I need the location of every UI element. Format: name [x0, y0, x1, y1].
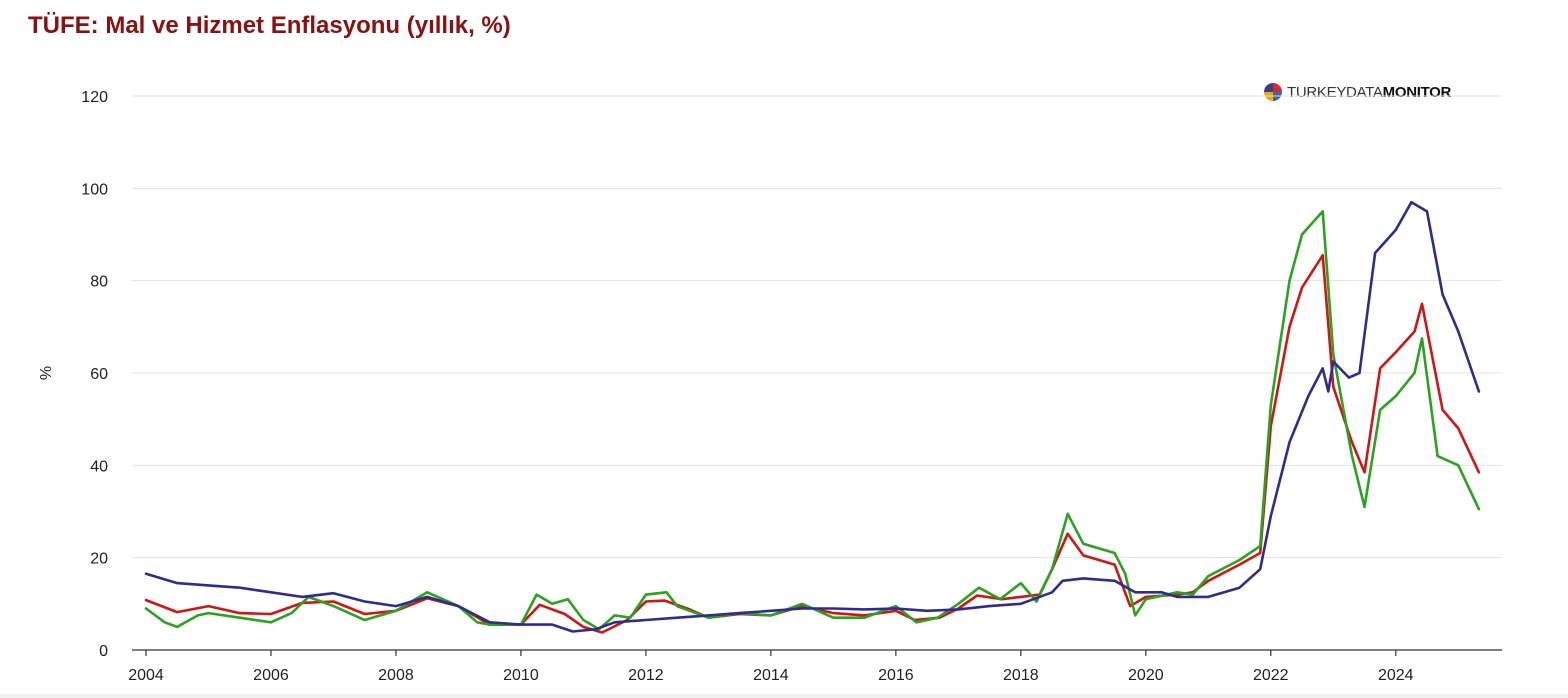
x-tick-label: 2008: [378, 667, 414, 684]
y-tick-label: 0: [99, 643, 108, 660]
y-tick-label: 80: [90, 274, 108, 291]
x-tick-label: 2018: [1003, 667, 1039, 684]
x-tick-label: 2012: [628, 667, 664, 684]
y-tick-label: 40: [90, 458, 108, 475]
chart-title: TÜFE: Mal ve Hizmet Enflasyonu (yıllık, …: [28, 12, 511, 39]
x-tick-label: 2010: [503, 667, 539, 684]
x-tick-label: 2022: [1253, 667, 1289, 684]
x-tick-label: 2024: [1378, 667, 1414, 684]
series-line-2: [144, 210, 1481, 631]
y-tick-label: 120: [81, 89, 108, 106]
y-axis-label: %: [36, 366, 53, 380]
x-tick-label: 2006: [253, 667, 289, 684]
y-tick-label: 60: [90, 366, 108, 383]
series-line-3: [144, 200, 1481, 633]
series-lines: [144, 200, 1481, 634]
x-tick-label: 2014: [753, 667, 789, 684]
axes: 0 20 40 60 80 100 120 2004 2006 2008 2010 2012 2014 2…: [81, 89, 1502, 684]
x-tick-label: 2016: [878, 667, 914, 684]
y-tick-label: 20: [90, 551, 108, 568]
series-line-1: [144, 254, 1481, 634]
bottom-divider: [0, 694, 1568, 698]
y-tick-label: 100: [81, 181, 108, 198]
x-tick-label: 2004: [128, 667, 164, 684]
x-tick-label: 2020: [1128, 667, 1164, 684]
grid-lines: [132, 95, 1502, 559]
